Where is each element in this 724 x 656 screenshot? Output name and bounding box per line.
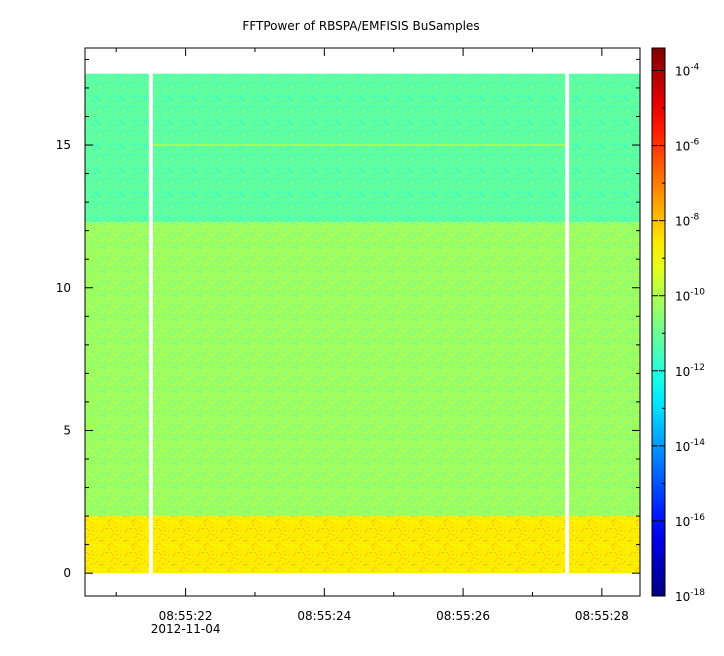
heatmap-band bbox=[85, 73, 640, 223]
plot-area bbox=[84, 47, 641, 597]
x-tick-label: 08:55:24 bbox=[297, 609, 351, 623]
x-tick-label: 08:55:26 bbox=[436, 609, 490, 623]
y-tick-label: 10 bbox=[56, 281, 71, 295]
gap-layer bbox=[148, 73, 570, 574]
colorbar-tick-label: 10-4 bbox=[675, 63, 700, 79]
colorbar-tick-label: 10-10 bbox=[675, 288, 705, 304]
y-tick-label: 0 bbox=[63, 566, 71, 580]
colorbar-gradient bbox=[651, 47, 666, 597]
plot-frame bbox=[84, 47, 641, 597]
y-axis: 0 5 10 15 bbox=[56, 58, 640, 580]
heatmap-band bbox=[85, 516, 640, 574]
heatmap-band bbox=[85, 222, 640, 517]
data-gap bbox=[565, 73, 570, 574]
chart-title: FFTPower of RBSPA/EMFISIS BuSamples bbox=[242, 19, 479, 33]
x-tick-date-label: 2012-11-04 bbox=[151, 622, 221, 636]
x-tick-label: 08:55:28 bbox=[575, 609, 629, 623]
y-tick-label: 5 bbox=[63, 423, 71, 437]
colorbar-ticks: 10-4 10-6 10-8 10-10 10-12 10-14 10-16 10-18 bbox=[652, 63, 705, 604]
colorbar-tick-label: 10-18 bbox=[675, 588, 705, 604]
colorbar-tick-label: 10-6 bbox=[675, 138, 700, 154]
data-gap bbox=[148, 73, 153, 574]
heatmap-layer bbox=[85, 73, 640, 574]
y-tick-label: 15 bbox=[56, 138, 71, 152]
colorbar-tick-label: 10-14 bbox=[675, 438, 705, 454]
colorbar-tick-label: 10-8 bbox=[675, 213, 700, 229]
colorbar: 10-4 10-6 10-8 10-10 10-12 10-14 10-16 10-18 bbox=[651, 47, 705, 604]
x-tick-label: 08:55:22 bbox=[159, 609, 213, 623]
colorbar-tick-label: 10-16 bbox=[675, 513, 705, 529]
colorbar-tick-label: 10-12 bbox=[675, 363, 705, 379]
